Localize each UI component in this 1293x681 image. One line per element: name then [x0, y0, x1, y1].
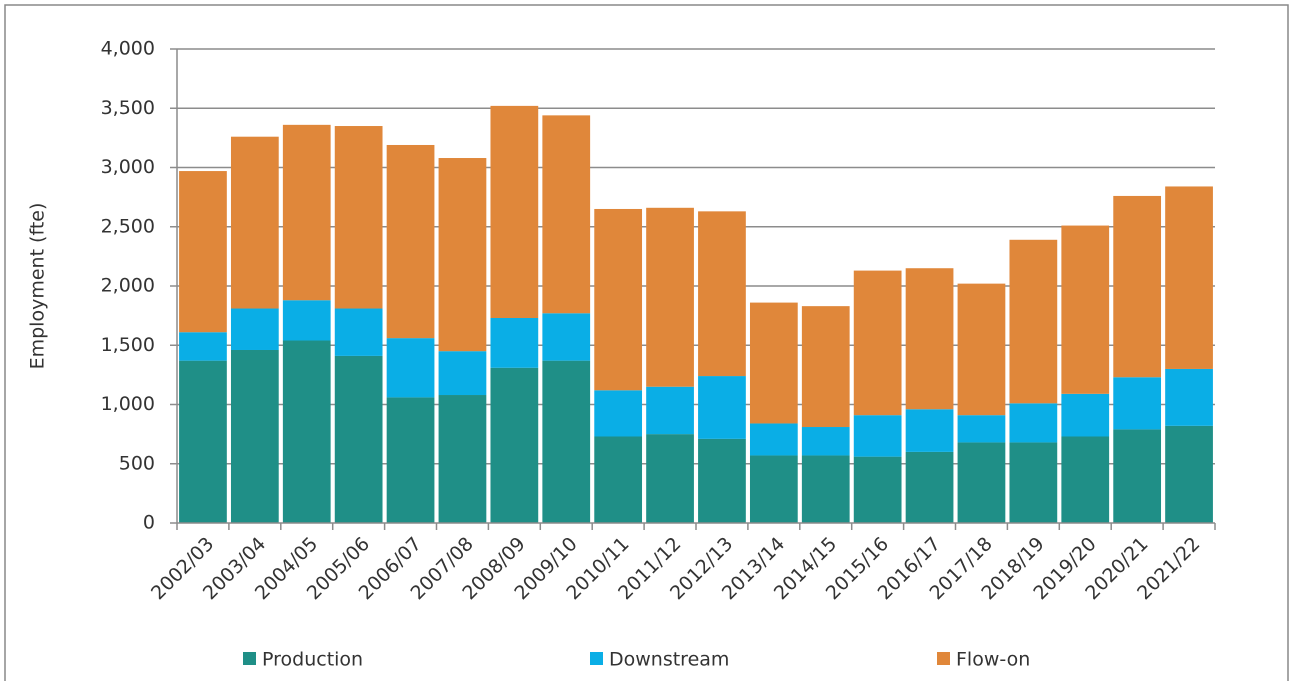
y-tick-label: 3,000 [101, 156, 155, 178]
y-tick-label: 500 [119, 452, 155, 474]
bar-segment [282, 340, 331, 523]
legend-swatch [243, 652, 256, 665]
bar-segment [334, 355, 383, 523]
bar-segment [386, 144, 435, 339]
bar-segment [957, 415, 1006, 443]
bar-segment [230, 136, 279, 309]
bar-segment [334, 308, 383, 356]
bar-segment [438, 395, 487, 523]
bar-segment [1061, 436, 1110, 523]
bar-segment [594, 208, 643, 391]
bar-segment [1165, 368, 1213, 426]
bar-segment [438, 351, 487, 396]
bar-segment [230, 349, 279, 523]
bar-segment [1009, 239, 1058, 404]
bar-segment [905, 409, 954, 452]
legend-swatch [590, 652, 603, 665]
y-tick-label: 2,500 [101, 215, 155, 237]
y-tick-label: 2,000 [101, 275, 155, 297]
y-tick-label: 0 [143, 512, 155, 534]
bar-segment [386, 338, 435, 398]
bar-segment [594, 390, 643, 437]
bar-segment [801, 427, 850, 456]
bar-segment [542, 313, 591, 361]
y-tick-label: 1,500 [101, 334, 155, 356]
bar-segment [646, 386, 694, 435]
y-tick-label: 4,000 [101, 38, 155, 60]
bar-segment [1061, 225, 1110, 394]
bar-segment [179, 360, 227, 523]
bar-segment [698, 376, 746, 439]
y-tick-label: 3,500 [101, 97, 155, 119]
bar-segment [542, 360, 591, 523]
bar-segment [179, 332, 227, 361]
bar-segment [698, 438, 746, 523]
bar-segment [1061, 393, 1110, 437]
legend-label: Production [262, 649, 363, 671]
bar-segment [749, 455, 798, 523]
bar-segment [542, 115, 591, 314]
bar-segment [646, 434, 694, 523]
bar-segment [646, 207, 694, 387]
bar-segment [490, 105, 539, 318]
bar-segment [749, 302, 798, 424]
bar-segment [334, 126, 383, 309]
chart-border [4, 4, 1289, 681]
bar-segment [1113, 429, 1162, 523]
legend-swatch [937, 652, 950, 665]
bar-segment [1113, 377, 1162, 430]
bar-segment [853, 270, 902, 416]
bar-segment [1165, 425, 1213, 523]
y-axis-label: Employment (fte) [27, 203, 49, 370]
bar-segment [490, 367, 539, 523]
bar-segment [386, 397, 435, 523]
bar-segment [490, 317, 539, 368]
bar-segment [957, 442, 1006, 523]
legend-label: Downstream [609, 649, 729, 671]
bar-segment [853, 456, 902, 523]
bar-segment [230, 308, 279, 350]
bar-segment [853, 415, 902, 457]
bar-segment [179, 171, 227, 333]
legend-label: Flow-on [956, 649, 1030, 671]
bar-segment [282, 124, 331, 301]
bar-segment [282, 300, 331, 341]
bar-segment [438, 158, 487, 352]
bar-segment [1165, 186, 1213, 369]
bar-segment [1009, 442, 1058, 523]
bar-segment [957, 283, 1006, 416]
bar-segment [801, 306, 850, 428]
bar-segment [1113, 195, 1162, 378]
bar-segment [594, 436, 643, 523]
bar-segment [905, 451, 954, 523]
bar-segment [698, 211, 746, 377]
bar-segment [905, 268, 954, 410]
bar-segment [749, 423, 798, 456]
y-tick-label: 1,000 [101, 393, 155, 415]
bar-segment [1009, 403, 1058, 443]
bar-segment [801, 455, 850, 523]
